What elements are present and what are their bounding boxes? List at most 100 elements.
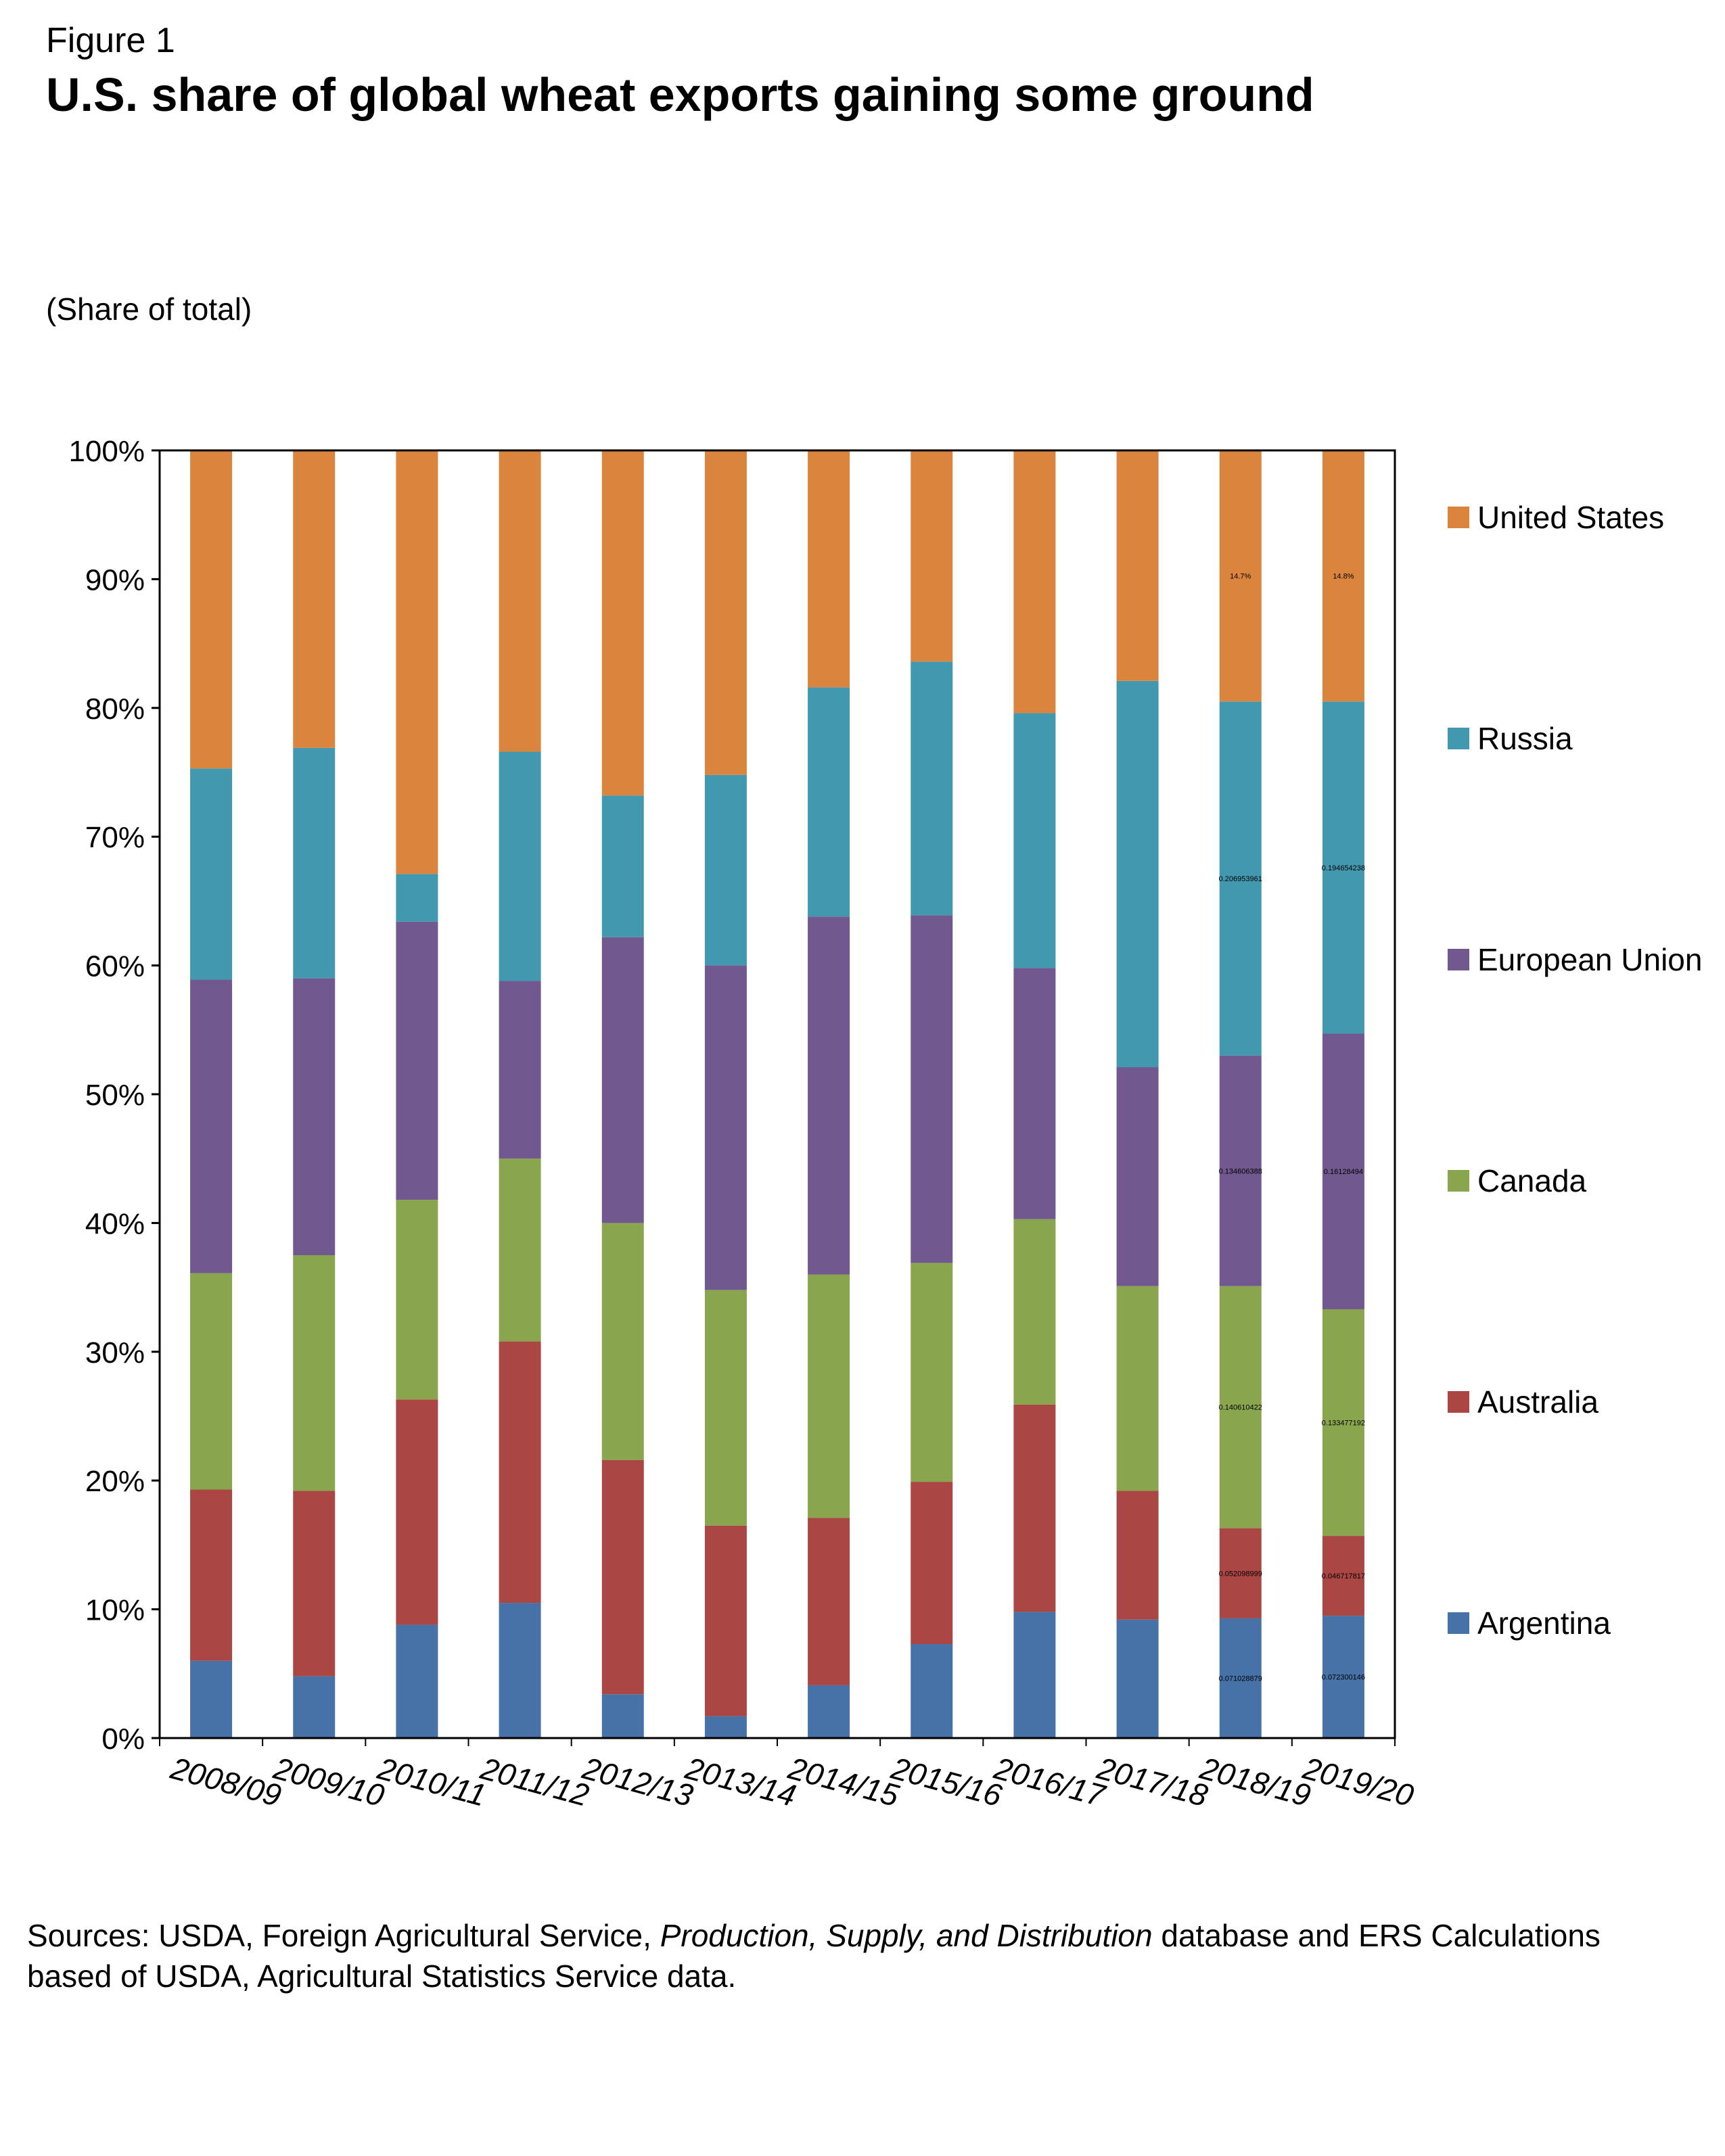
bar-canada-2008-09 (190, 1273, 233, 1490)
bar-united-states-2019-20 (1322, 450, 1364, 702)
legend-swatch-russia (1448, 728, 1469, 749)
x-tick-label: 2018/19 (1196, 1750, 1314, 1814)
data-label: 0.052098999 (1219, 1570, 1262, 1578)
legend-label-united-states: United States (1477, 500, 1664, 535)
y-tick-label: 10% (85, 1594, 145, 1627)
bar-argentina-2014-15 (808, 1685, 850, 1738)
bar-russia-2017-18 (1116, 680, 1159, 1068)
bar-european-union-2012-13 (601, 937, 644, 1223)
y-axis-unit-label: (Share of total) (46, 291, 252, 327)
bar-russia-2018-19 (1219, 701, 1262, 1056)
data-label: 0.046717817 (1322, 1572, 1365, 1580)
bar-russia-2015-16 (911, 661, 953, 916)
bar-australia-2013-14 (704, 1525, 747, 1716)
bar-canada-2012-13 (601, 1223, 644, 1460)
bar-argentina-2008-09 (190, 1660, 233, 1738)
y-tick-label: 80% (85, 693, 145, 726)
bar-russia-2010-11 (396, 874, 438, 922)
bar-canada-2018-19 (1219, 1286, 1262, 1528)
legend-label-european-union: European Union (1477, 942, 1702, 977)
bar-canada-2014-15 (808, 1274, 850, 1518)
x-tick-label: 2011/12 (476, 1750, 593, 1813)
y-tick-label: 90% (85, 563, 145, 596)
y-tick-label: 0% (101, 1723, 145, 1756)
x-tick-label: 2017/18 (1093, 1750, 1212, 1814)
bar-european-union-2017-18 (1116, 1067, 1159, 1286)
bar-united-states-2010-11 (396, 450, 438, 874)
data-label: 14.8% (1333, 573, 1354, 581)
bar-argentina-2017-18 (1116, 1619, 1159, 1738)
bar-canada-2017-18 (1116, 1286, 1159, 1491)
bar-argentina-2009-10 (293, 1676, 336, 1738)
bar-european-union-2011-12 (499, 981, 541, 1159)
x-tick-label: 2014/15 (784, 1750, 902, 1814)
data-label: 0.206953961 (1219, 875, 1262, 883)
bar-united-states-2013-14 (704, 450, 747, 775)
bar-united-states-2016-17 (1013, 450, 1056, 713)
y-tick-label: 20% (85, 1465, 145, 1498)
x-tick-label: 2012/13 (578, 1750, 697, 1814)
bar-russia-2011-12 (499, 751, 541, 981)
bar-european-union-2019-20 (1322, 1033, 1364, 1309)
chart-title: U.S. share of global wheat exports gaini… (46, 68, 1314, 121)
x-tick-label: 2019/20 (1299, 1750, 1417, 1814)
data-label: 0.133477192 (1322, 1420, 1365, 1428)
legend-swatch-argentina (1448, 1612, 1469, 1634)
bar-australia-2018-19 (1219, 1528, 1262, 1618)
bar-australia-2017-18 (1116, 1491, 1159, 1620)
bar-argentina-2019-20 (1322, 1616, 1364, 1738)
source-suffix: database and ERS Calculations based of U… (27, 1918, 1601, 1994)
bar-canada-2013-14 (704, 1290, 747, 1526)
bar-united-states-2012-13 (601, 450, 644, 796)
y-tick-label: 60% (85, 950, 145, 983)
bar-european-union-2016-17 (1013, 968, 1056, 1219)
bar-united-states-2017-18 (1116, 450, 1159, 681)
legend-label-australia: Australia (1477, 1384, 1598, 1420)
bar-argentina-2015-16 (911, 1644, 953, 1738)
bar-russia-2016-17 (1013, 713, 1056, 968)
x-tick-label: 2013/14 (681, 1750, 800, 1814)
x-tick-label: 2015/16 (887, 1750, 1005, 1814)
bar-australia-2010-11 (396, 1399, 438, 1625)
data-label: 0.140610422 (1219, 1404, 1262, 1412)
bar-argentina-2010-11 (396, 1624, 438, 1738)
bar-australia-2012-13 (601, 1459, 644, 1695)
source-prefix: Sources: USDA, Foreign Agricultural Serv… (27, 1918, 660, 1953)
plot-frame (158, 449, 1396, 1739)
data-label: 0.194654238 (1322, 864, 1365, 872)
source-note: Sources: USDA, Foreign Agricultural Serv… (27, 1915, 1678, 1996)
bar-european-union-2010-11 (396, 921, 438, 1200)
bar-european-union-2009-10 (293, 978, 336, 1255)
data-label: 0.072300146 (1322, 1674, 1365, 1682)
bar-argentina-2016-17 (1013, 1612, 1056, 1738)
bar-australia-2008-09 (190, 1489, 233, 1661)
bar-australia-2016-17 (1013, 1404, 1056, 1612)
figure-label: Figure 1 (46, 21, 175, 60)
y-tick-label: 100% (68, 435, 145, 468)
bar-european-union-2008-09 (190, 979, 233, 1273)
bar-canada-2019-20 (1322, 1309, 1364, 1537)
bar-european-union-2015-16 (911, 915, 953, 1263)
bar-russia-2014-15 (808, 687, 850, 917)
bar-russia-2019-20 (1322, 701, 1364, 1034)
bar-united-states-2015-16 (911, 450, 953, 662)
stacked-bar-chart: 0% 10% 20% 30% 40% 50% 60% 70% 80% 90% 100% 2008/09… (68, 435, 1702, 1814)
bar-russia-2013-14 (704, 774, 747, 966)
x-tick-label: 2008/09 (166, 1750, 285, 1814)
data-label: 0.134606388 (1219, 1167, 1262, 1175)
data-label: 14.7% (1230, 573, 1251, 581)
y-tick-label: 40% (85, 1207, 145, 1240)
bar-united-states-2011-12 (499, 450, 541, 752)
bar-argentina-2012-13 (601, 1694, 644, 1738)
data-label: 0.16128494 (1324, 1168, 1363, 1176)
bar-european-union-2013-14 (704, 965, 747, 1290)
bar-canada-2016-17 (1013, 1219, 1056, 1405)
bar-united-states-2009-10 (293, 450, 336, 748)
bar-russia-2008-09 (190, 768, 233, 980)
legend-label-argentina: Argentina (1477, 1606, 1611, 1641)
bar-european-union-2018-19 (1219, 1055, 1262, 1286)
bar-argentina-2011-12 (499, 1603, 541, 1738)
bar-australia-2011-12 (499, 1341, 541, 1603)
bar-australia-2014-15 (808, 1518, 850, 1685)
source-italic: Production, Supply, and Distribution (660, 1918, 1153, 1953)
